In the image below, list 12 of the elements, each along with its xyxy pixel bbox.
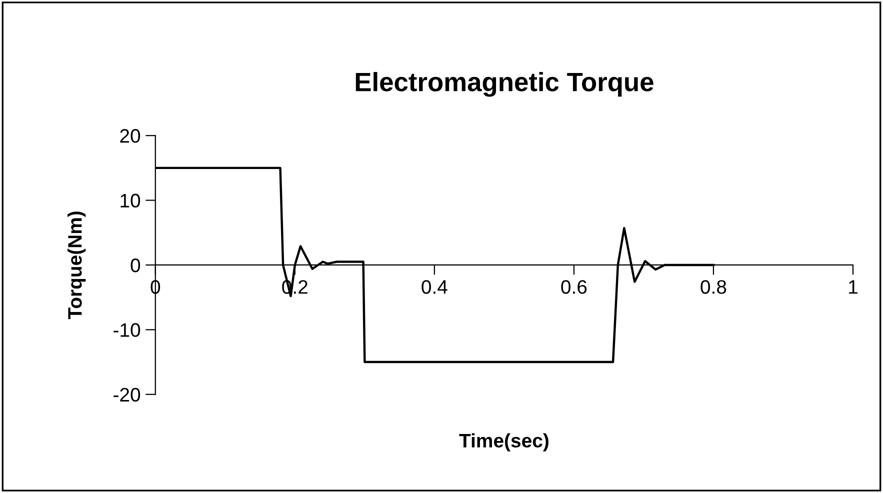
x-tick-label: 0.8 [700, 280, 726, 294]
x-tick-label: 1 [849, 280, 858, 294]
y-tick-label: -10 [114, 323, 140, 337]
y-axis-title: Torque(Nm) [68, 212, 86, 320]
y-tick-label: 20 [120, 129, 140, 143]
x-axis-title: Time(sec) [459, 433, 548, 452]
x-tick-label: 0.6 [561, 280, 587, 294]
x-tick-label: 0.4 [422, 280, 448, 294]
y-tick-label: -20 [114, 388, 140, 402]
y-tick-label: 0 [130, 258, 140, 272]
y-tick-label: 10 [120, 194, 140, 208]
chart-title: Electromagnetic Torque [356, 72, 654, 97]
